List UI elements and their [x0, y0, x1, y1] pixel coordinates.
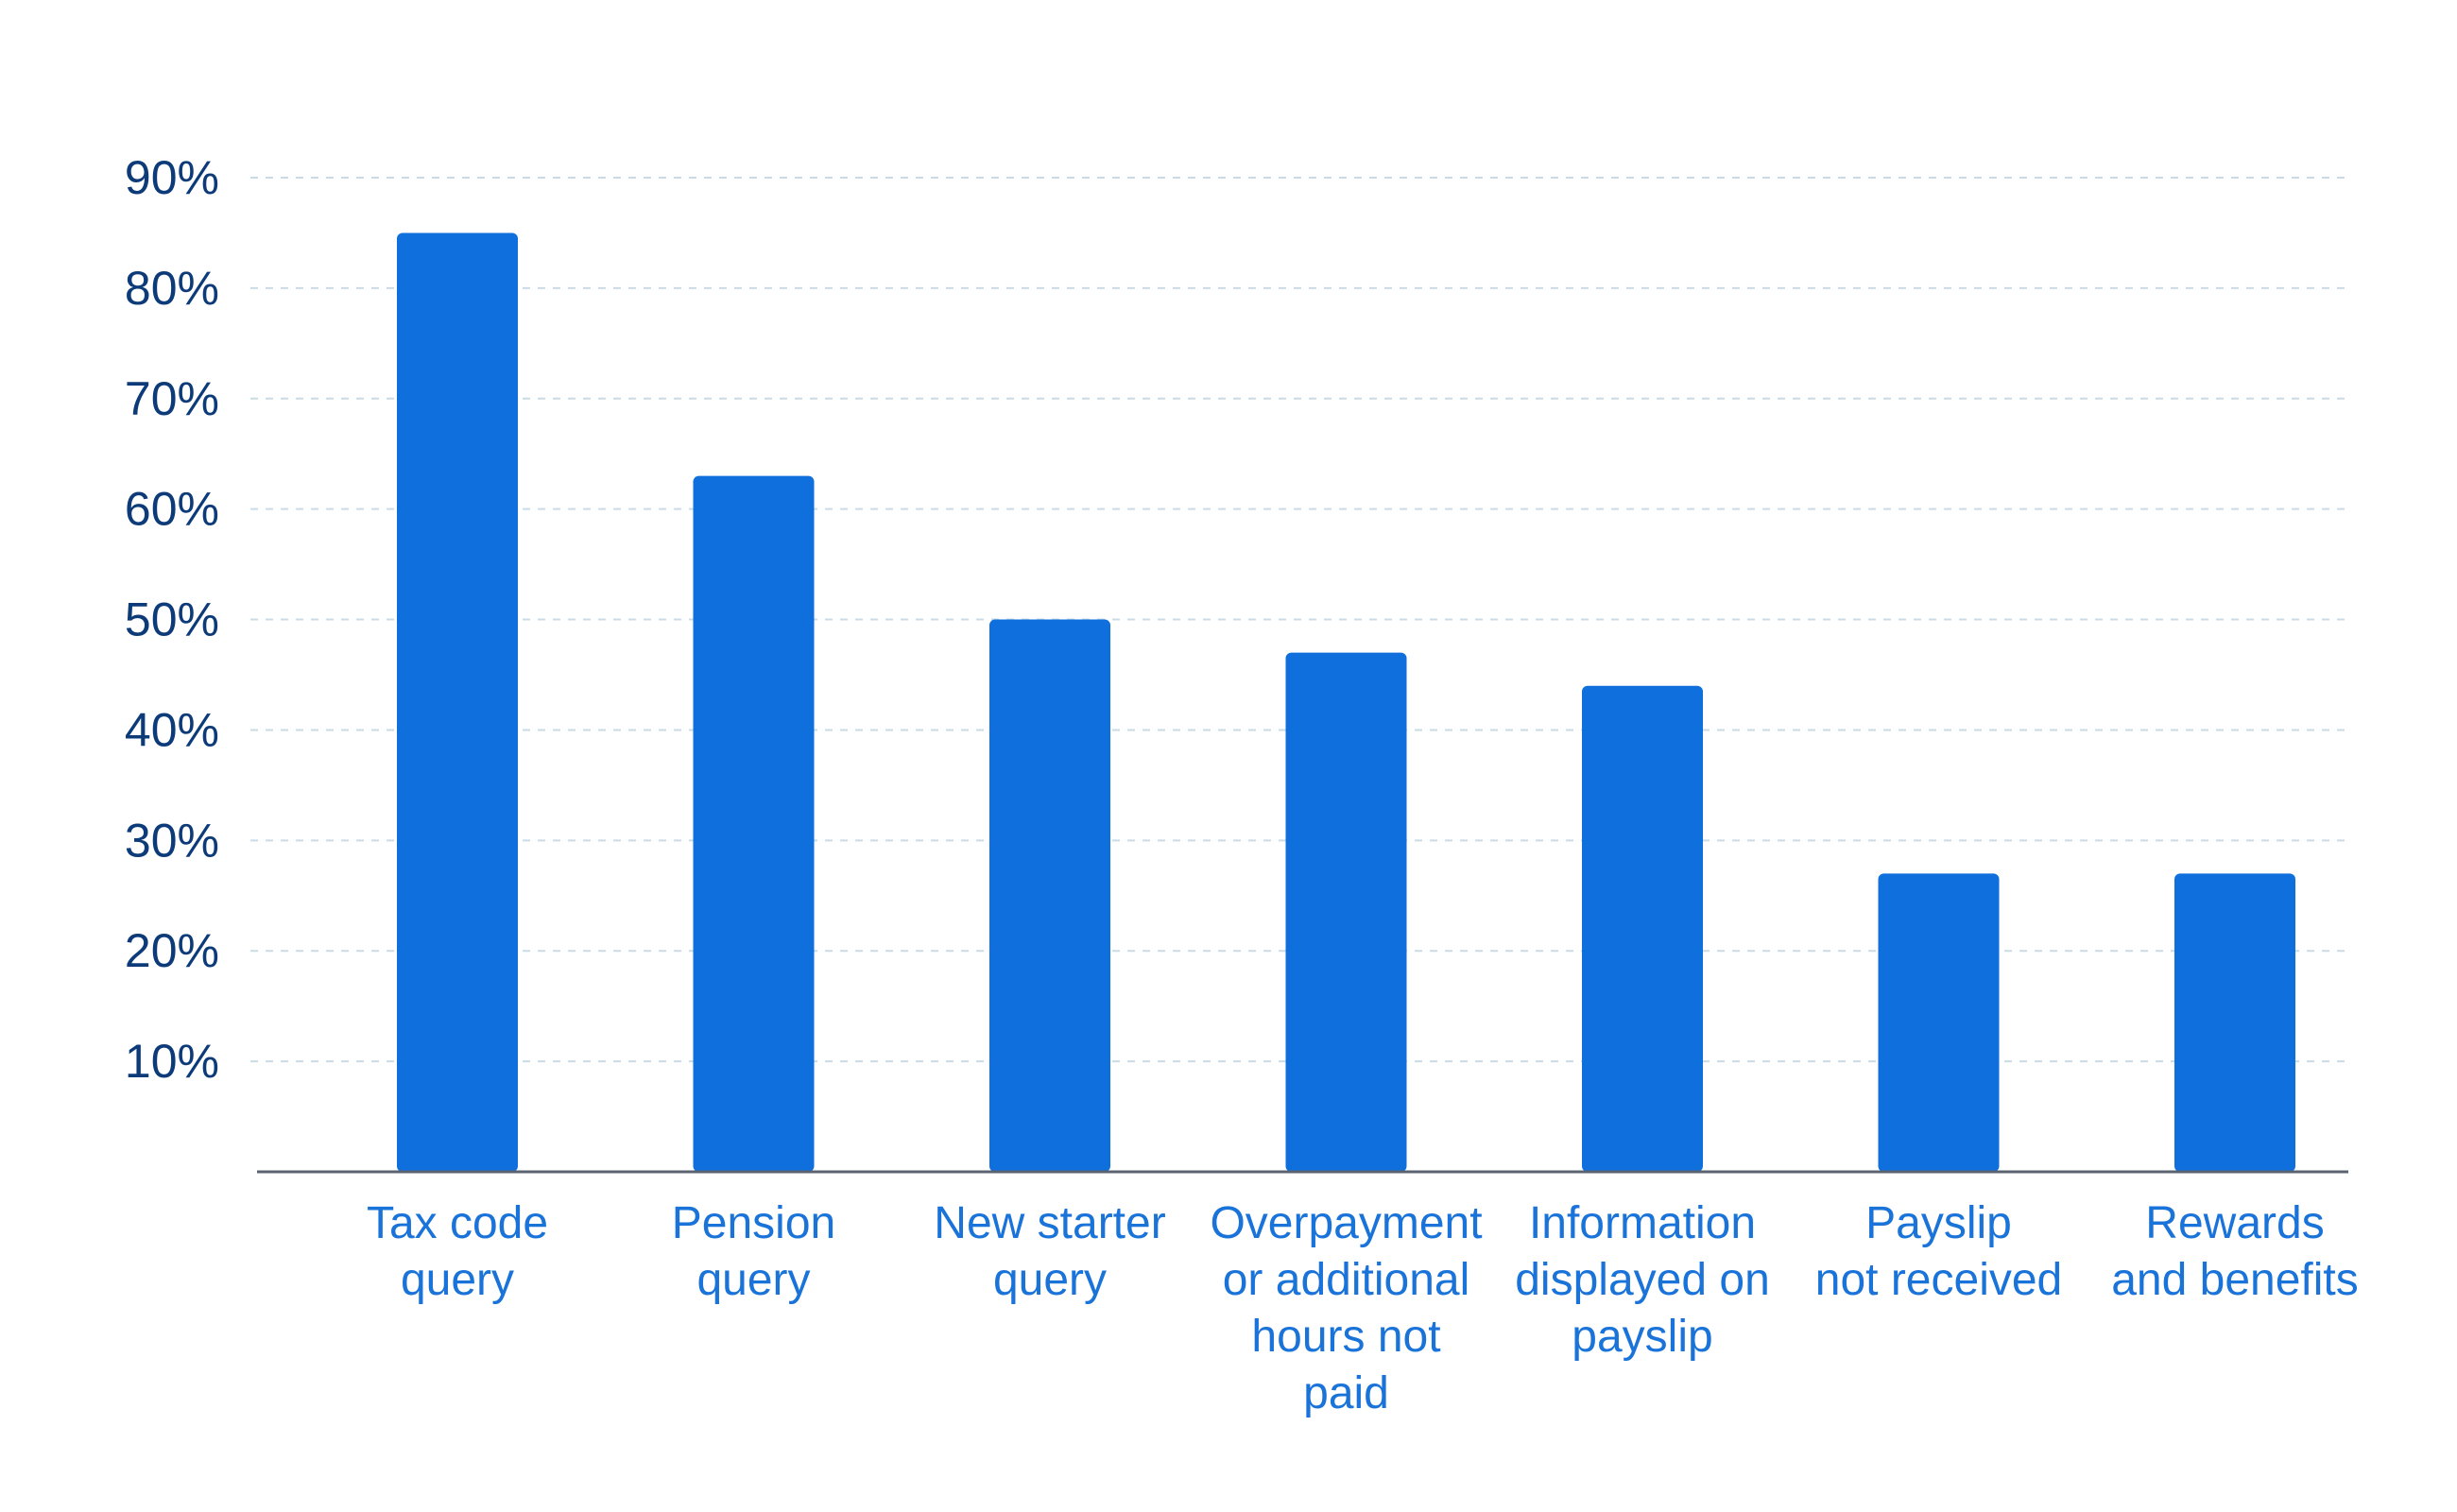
- x-tick-label: Rewards and benefits: [2111, 1198, 2359, 1305]
- x-tick-label-line: Payslip: [1865, 1198, 2012, 1248]
- y-tick-label: 90%: [125, 151, 219, 204]
- y-tick-label: 70%: [125, 372, 219, 425]
- y-tick-label: 50%: [125, 593, 219, 646]
- bar: [693, 475, 815, 1173]
- bar: [1878, 873, 2000, 1172]
- x-tick-label: Information displayed on payslip: [1515, 1198, 1770, 1362]
- y-tick-label: 80%: [125, 262, 219, 315]
- y-axis-ticks: 10% 20% 30% 40% 50% 60% 70% 80% 90%: [125, 151, 219, 1088]
- x-axis-labels: Tax code query Pension query New starter quer…: [367, 1198, 2359, 1418]
- x-tick-label-line: displayed on: [1515, 1255, 1770, 1305]
- y-tick-label: 30%: [125, 814, 219, 867]
- bar: [397, 232, 518, 1172]
- y-tick-label: 40%: [125, 703, 219, 756]
- x-tick-label-line: query: [401, 1255, 514, 1305]
- bar: [989, 619, 1110, 1172]
- bar: [2174, 873, 2295, 1172]
- x-tick-label-line: query: [696, 1255, 810, 1305]
- x-tick-label-line: paid: [1303, 1368, 1389, 1418]
- x-tick-label: Overpayment or additional hours not paid: [1210, 1198, 1482, 1418]
- bar: [1285, 652, 1407, 1172]
- bars: [397, 232, 2295, 1173]
- x-tick-label-line: Rewards: [2145, 1198, 2324, 1248]
- x-tick-label-line: Pension: [672, 1198, 835, 1248]
- x-tick-label: New starter query: [934, 1198, 1165, 1305]
- x-tick-label-line: Information: [1529, 1198, 1756, 1248]
- x-tick-label: Payslip not received: [1815, 1198, 2063, 1305]
- x-tick-label-line: query: [993, 1255, 1107, 1305]
- y-tick-label: 60%: [125, 483, 219, 536]
- y-tick-label: 20%: [125, 924, 219, 977]
- y-tick-label: 10%: [125, 1035, 219, 1088]
- x-tick-label: Pension query: [672, 1198, 835, 1305]
- bar: [1582, 685, 1703, 1172]
- x-tick-label-line: Overpayment: [1210, 1198, 1482, 1248]
- x-tick-label-line: not received: [1815, 1255, 2063, 1305]
- x-tick-label-line: and benefits: [2111, 1255, 2359, 1305]
- x-tick-label-line: Tax code: [367, 1198, 548, 1248]
- x-tick-label: Tax code query: [367, 1198, 548, 1305]
- x-tick-label-line: or additional: [1223, 1255, 1470, 1305]
- x-tick-label-line: hours not: [1251, 1312, 1440, 1362]
- x-tick-label-line: New starter: [934, 1198, 1165, 1248]
- x-tick-label-line: payslip: [1572, 1312, 1712, 1362]
